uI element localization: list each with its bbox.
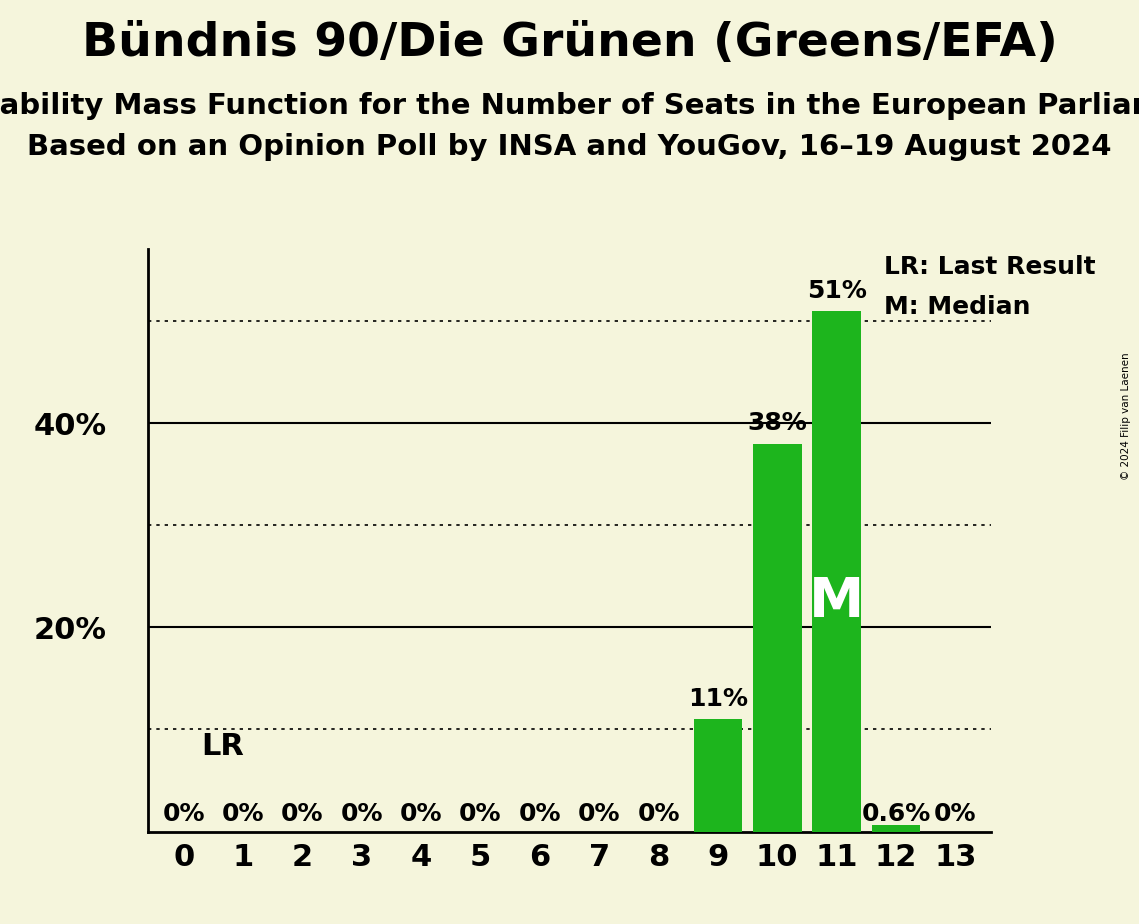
- Text: 0%: 0%: [400, 802, 442, 826]
- Text: 0%: 0%: [577, 802, 621, 826]
- Text: 0%: 0%: [163, 802, 205, 826]
- Text: 0%: 0%: [459, 802, 501, 826]
- Text: LR: Last Result: LR: Last Result: [884, 255, 1096, 279]
- Text: M: Median: M: Median: [884, 296, 1031, 320]
- Text: LR: LR: [202, 732, 245, 760]
- Bar: [812, 310, 861, 832]
- Text: Bündnis 90/Die Grünen (Greens/EFA): Bündnis 90/Die Grünen (Greens/EFA): [82, 21, 1057, 67]
- Bar: [753, 444, 802, 832]
- Text: 0%: 0%: [518, 802, 562, 826]
- Text: M: M: [809, 576, 865, 629]
- Bar: [694, 719, 743, 832]
- Text: 0%: 0%: [934, 802, 976, 826]
- Text: 0%: 0%: [281, 802, 323, 826]
- Bar: [871, 825, 920, 832]
- Text: 0%: 0%: [341, 802, 383, 826]
- Text: 0%: 0%: [638, 802, 680, 826]
- Text: 0.6%: 0.6%: [861, 802, 931, 826]
- Text: 11%: 11%: [688, 687, 748, 711]
- Text: 51%: 51%: [806, 278, 867, 302]
- Text: Based on an Opinion Poll by INSA and YouGov, 16–19 August 2024: Based on an Opinion Poll by INSA and You…: [27, 133, 1112, 161]
- Text: © 2024 Filip van Laenen: © 2024 Filip van Laenen: [1121, 352, 1131, 480]
- Text: 38%: 38%: [747, 411, 808, 435]
- Text: 0%: 0%: [222, 802, 264, 826]
- Text: Probability Mass Function for the Number of Seats in the European Parliament: Probability Mass Function for the Number…: [0, 92, 1139, 120]
